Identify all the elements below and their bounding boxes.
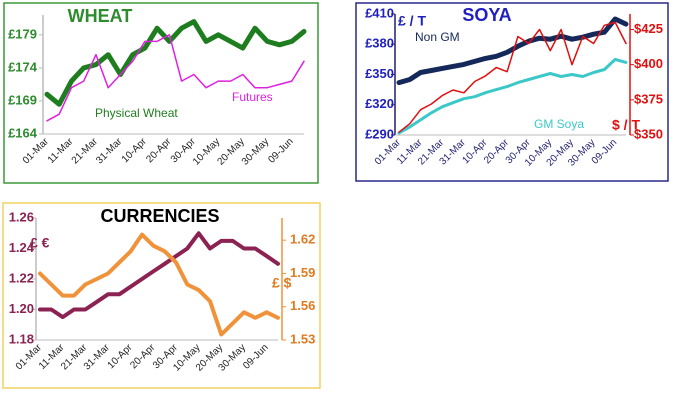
axis-unit-label: £ € — [30, 235, 50, 251]
axis-unit-label: £ $ — [272, 275, 292, 291]
y2-tick-label: $425 — [634, 21, 663, 36]
series-line — [38, 232, 280, 337]
chart-title: CURRENCIES — [100, 206, 219, 226]
panel-border — [3, 2, 319, 184]
y-tick-label: 1.24 — [9, 240, 35, 255]
x-tick-label: 09-Jun — [241, 342, 270, 371]
series-line — [398, 21, 627, 133]
y2-tick-label: $375 — [634, 91, 663, 106]
y2-tick-label: 1.53 — [290, 331, 315, 346]
y-tick-label: £350 — [365, 66, 394, 81]
y-tick-label: £290 — [365, 126, 394, 141]
chart-title: SOYA — [462, 5, 511, 25]
y2-tick-label: $400 — [634, 56, 663, 71]
y2-tick-label: 1.56 — [290, 298, 315, 313]
x-tick-label: 30-May — [240, 136, 271, 167]
y-tick-label: £410 — [365, 5, 394, 20]
axis-unit-label: $ / T — [612, 117, 640, 133]
y-tick-label: £320 — [365, 96, 394, 111]
x-tick-label: 09-Jun — [266, 136, 295, 165]
panel-border — [355, 2, 669, 182]
series-line — [397, 57, 628, 135]
axis-unit-label: £ / T — [398, 13, 426, 29]
series-label: Non GM — [415, 30, 460, 44]
panel-border — [2, 202, 321, 389]
y-tick-label: 1.22 — [9, 270, 34, 285]
chart-panel: SOYA £290 £320 £350 £380 £410 $350 $375 $400 $425… — [355, 2, 669, 182]
series-label: Physical Wheat — [95, 106, 178, 120]
series-line — [46, 34, 305, 122]
y-tick-label: £179 — [8, 26, 37, 41]
y-tick-label: 1.26 — [9, 209, 34, 224]
x-tick-label: 31-Mar — [82, 342, 113, 373]
x-tick-label: 10-Apr — [120, 136, 149, 165]
y-tick-label: £174 — [8, 59, 38, 74]
series-label: GM Soya — [534, 117, 584, 131]
x-tick-label: 20-Apr — [144, 136, 173, 165]
y-tick-label: £169 — [8, 92, 37, 107]
y-tick-label: 1.20 — [9, 301, 34, 316]
series-line — [396, 16, 629, 86]
y-tick-label: 1.18 — [9, 331, 34, 346]
y2-tick-label: 1.59 — [290, 265, 315, 280]
series-line — [38, 231, 280, 320]
y2-tick-label: $350 — [634, 126, 663, 141]
y-tick-label: £164 — [8, 125, 38, 140]
y2-tick-label: 1.62 — [290, 232, 315, 247]
chart-title: WHEAT — [68, 6, 133, 26]
x-tick-label: 31-Mar — [94, 136, 125, 167]
y-tick-label: £380 — [365, 36, 394, 51]
x-tick-label: 21-Mar — [70, 136, 101, 167]
chart-panel: WHEAT£164£169£174£17901-Mar11-Mar21-Mar3… — [3, 2, 319, 184]
chart-panel: CURRENCIES 1.18 1.20 1.22 1.24 1.26 1.53 1.56 1.… — [2, 202, 321, 389]
series-label: Futures — [232, 90, 273, 104]
